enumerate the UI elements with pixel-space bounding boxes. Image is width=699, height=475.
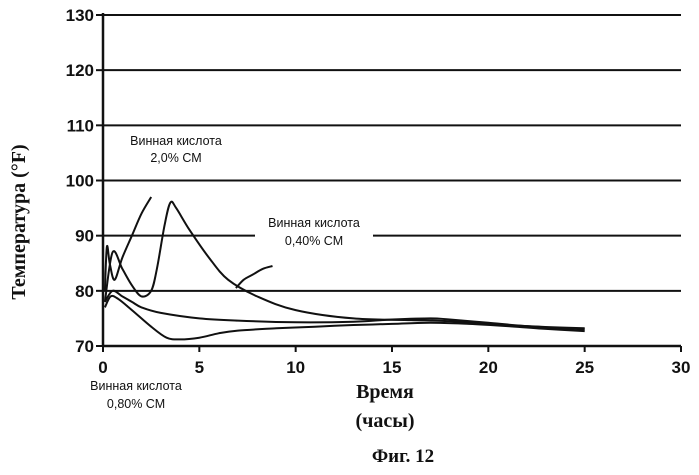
x-tick-label-10: 10: [286, 358, 305, 377]
y-tick-label-90: 90: [75, 227, 94, 246]
y-tick-label-80: 80: [75, 282, 94, 301]
x-tick-label-25: 25: [575, 358, 594, 377]
annotation-2pct-line1: Винная кислота: [130, 134, 222, 148]
y-tick-label-100: 100: [66, 172, 94, 191]
x-tick-label-20: 20: [479, 358, 498, 377]
annotation-040pct-line1: Винная кислота: [268, 216, 360, 230]
annotation-040pct-line2: 0,40% СМ: [285, 234, 343, 248]
series-line-1: [105, 197, 151, 291]
y-tick-labels: 70 80 90 100 110 120 130: [66, 6, 103, 356]
figure-caption: Фиг. 12: [372, 446, 434, 467]
annotation-2pct-line2: 2,0% СМ: [150, 151, 201, 165]
x-tick-label-15: 15: [383, 358, 402, 377]
y-tick-label-130: 130: [66, 6, 94, 25]
y-tick-label-120: 120: [66, 61, 94, 80]
series-line-3: [105, 291, 585, 330]
y-tick-label-110: 110: [67, 116, 94, 135]
x-tick-labels: 0 5 10 15 20 25 30: [98, 346, 690, 377]
x-axis-label-line1: Время: [356, 381, 414, 403]
y-axis-label: Температура (°F): [8, 144, 30, 299]
x-axis-label-line2: (часы): [355, 410, 414, 432]
x-tick-label-30: 30: [672, 358, 691, 377]
series-line-5: [236, 266, 273, 288]
annotation-080pct-line2: 0,80% СМ: [107, 397, 165, 411]
y-tick-label-70: 70: [75, 337, 94, 356]
x-tick-label-0: 0: [98, 358, 107, 377]
annotation-080pct-line1: Винная кислота: [90, 379, 182, 393]
x-tick-label-5: 5: [195, 358, 204, 377]
